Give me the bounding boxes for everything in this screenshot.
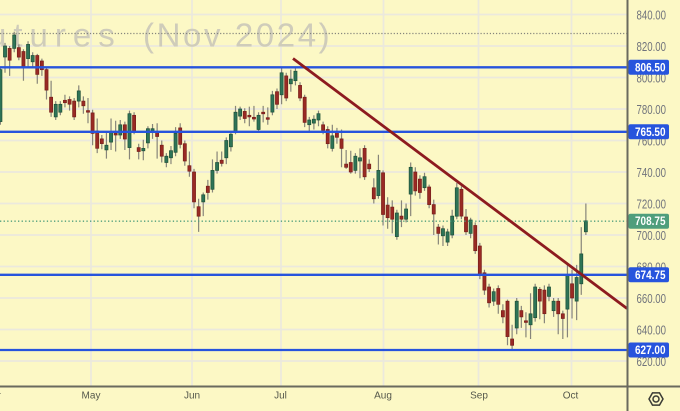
svg-text:674.75: 674.75 [635, 270, 666, 282]
svg-text:820.00: 820.00 [637, 39, 667, 54]
svg-text:Sep: Sep [470, 391, 488, 402]
svg-text:May: May [82, 391, 101, 402]
svg-text:740.00: 740.00 [637, 165, 667, 180]
svg-text:806.50: 806.50 [635, 62, 666, 74]
svg-text:620.00: 620.00 [637, 354, 667, 369]
svg-text:(Nov 2024): (Nov 2024) [143, 17, 332, 54]
svg-text:780.00: 780.00 [637, 102, 667, 117]
svg-text:660.00: 660.00 [637, 291, 667, 306]
svg-text:765.50: 765.50 [635, 127, 666, 139]
svg-text:708.75: 708.75 [635, 216, 666, 228]
svg-text:Aug: Aug [374, 391, 392, 402]
svg-text:720.00: 720.00 [637, 196, 667, 211]
svg-text:Jun: Jun [184, 391, 200, 402]
svg-text:Oct: Oct [563, 391, 579, 402]
svg-text:Jul: Jul [274, 391, 287, 402]
svg-text:Apr: Apr [0, 391, 1, 402]
svg-text:840.00: 840.00 [637, 7, 667, 22]
svg-text:700.00: 700.00 [637, 228, 667, 243]
svg-text:640.00: 640.00 [637, 322, 667, 337]
svg-text:627.00: 627.00 [635, 345, 666, 357]
